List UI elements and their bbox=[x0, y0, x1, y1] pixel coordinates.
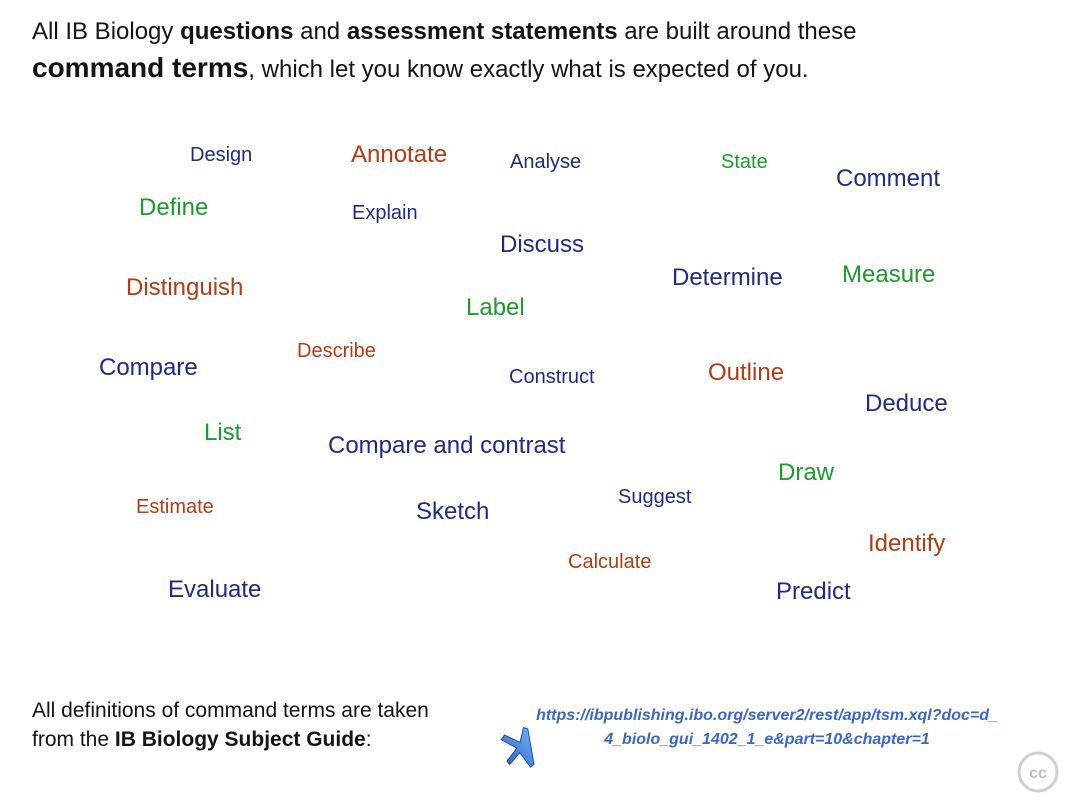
term-discuss: Discuss bbox=[500, 231, 585, 258]
term-suggest: Suggest bbox=[618, 486, 692, 508]
cc-icon: cc bbox=[1017, 751, 1059, 793]
term-list: List bbox=[204, 419, 242, 446]
assessment-statements-text: assessment statements bbox=[346, 18, 618, 45]
term-outline: Outline bbox=[708, 359, 785, 386]
term-compare-and-contrast: Compare and contrast bbox=[328, 432, 566, 459]
term-evaluate: Evaluate bbox=[168, 576, 262, 603]
term-distinguish: Distinguish bbox=[126, 274, 244, 301]
term-design: Design bbox=[190, 144, 253, 166]
cc-badge-text: cc bbox=[1029, 765, 1047, 782]
subject-guide-link[interactable]: https://ibpublishing.ibo.org/server2/res… bbox=[536, 707, 998, 748]
term-label: Label bbox=[466, 294, 525, 321]
term-draw: Draw bbox=[778, 459, 835, 486]
term-comment: Comment bbox=[836, 165, 941, 192]
term-annotate: Annotate bbox=[351, 141, 448, 168]
term-analyse: Analyse bbox=[510, 151, 582, 173]
term-deduce: Deduce bbox=[865, 390, 948, 417]
term-define: Define bbox=[139, 194, 209, 221]
term-estimate: Estimate bbox=[136, 496, 214, 518]
term-predict: Predict bbox=[776, 578, 851, 605]
term-state: State bbox=[721, 151, 768, 173]
term-identify: Identify bbox=[868, 530, 946, 557]
term-determine: Determine bbox=[672, 264, 783, 291]
footer-text: All definitions of command terms are tak… bbox=[32, 699, 429, 751]
term-construct: Construct bbox=[509, 366, 595, 388]
term-describe: Describe bbox=[297, 340, 376, 362]
term-sketch: Sketch bbox=[416, 498, 490, 525]
term-explain: Explain bbox=[352, 202, 418, 224]
arrow-icon bbox=[500, 726, 535, 768]
term-calculate: Calculate bbox=[568, 551, 652, 573]
command-terms-text: command terms bbox=[32, 52, 249, 83]
term-measure: Measure bbox=[842, 261, 936, 288]
subject-guide-text: IB Biology Subject Guide bbox=[114, 728, 366, 751]
questions-text: questions bbox=[180, 18, 294, 45]
intro-text: All IB Biology questions and assessment … bbox=[32, 18, 857, 83]
term-compare: Compare bbox=[99, 354, 198, 381]
